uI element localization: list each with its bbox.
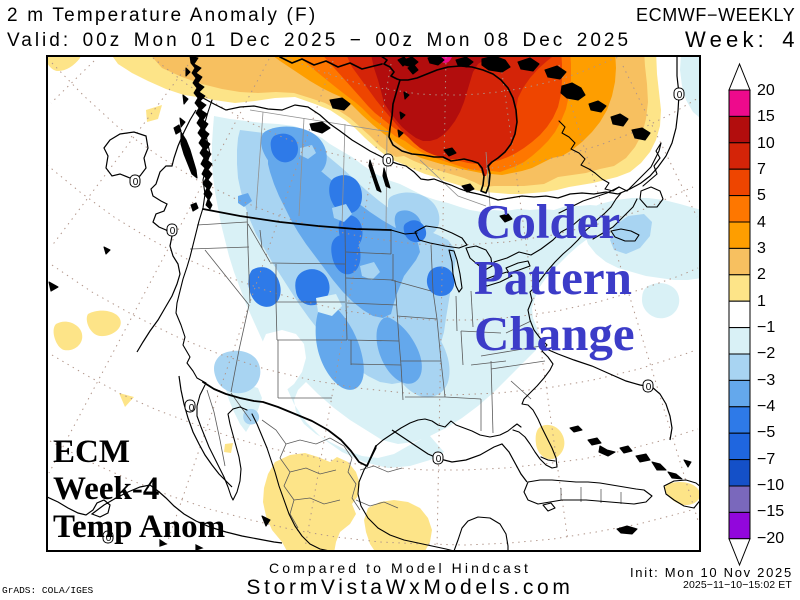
svg-text:Colder: Colder <box>476 194 620 249</box>
svg-text:0: 0 <box>677 90 683 101</box>
svg-text:4: 4 <box>757 214 766 231</box>
svg-text:0: 0 <box>646 382 652 393</box>
svg-text:−1: −1 <box>757 319 775 336</box>
svg-text:−3: −3 <box>757 372 775 389</box>
svg-text:15: 15 <box>757 108 775 125</box>
svg-text:Week: 4: Week: 4 <box>685 27 799 52</box>
svg-text:0: 0 <box>170 226 176 237</box>
svg-text:Temp Anom: Temp Anom <box>53 509 225 545</box>
svg-text:GrADS: COLA/IGES: GrADS: COLA/IGES <box>2 585 94 596</box>
svg-text:ECM: ECM <box>53 434 130 470</box>
svg-text:0: 0 <box>436 454 442 465</box>
svg-text:7: 7 <box>757 161 766 178</box>
svg-text:3: 3 <box>757 240 766 257</box>
svg-text:−10: −10 <box>757 477 784 494</box>
svg-text:10: 10 <box>757 135 775 152</box>
svg-text:−20: −20 <box>757 530 784 547</box>
svg-text:1: 1 <box>757 293 766 310</box>
svg-text:ECMWF−WEEKLY: ECMWF−WEEKLY <box>636 5 795 25</box>
svg-text:Compared to Model Hindcast: Compared to Model Hindcast <box>269 560 531 576</box>
svg-text:Pattern: Pattern <box>474 250 632 305</box>
svg-text:−5: −5 <box>757 424 775 441</box>
svg-text:−15: −15 <box>757 503 784 520</box>
svg-text:2: 2 <box>757 266 766 283</box>
svg-text:Change: Change <box>474 306 635 361</box>
svg-text:0: 0 <box>106 533 112 544</box>
svg-text:Week-4: Week-4 <box>53 471 159 507</box>
svg-text:0: 0 <box>386 156 392 167</box>
svg-text:5: 5 <box>757 187 766 204</box>
svg-text:Valid: 00z Mon 01 Dec 2025 − 0: Valid: 00z Mon 01 Dec 2025 − 00z Mon 08 … <box>7 30 631 51</box>
svg-text:0: 0 <box>133 177 139 188</box>
svg-text:StormVistaWxModels.com: StormVistaWxModels.com <box>246 576 573 599</box>
svg-text:−7: −7 <box>757 451 775 468</box>
svg-text:Init: Mon 10 Nov 2025: Init: Mon 10 Nov 2025 <box>630 565 793 580</box>
svg-text:−4: −4 <box>757 398 775 415</box>
svg-text:−2: −2 <box>757 345 775 362</box>
svg-text:2025−11−10−15:02 ET: 2025−11−10−15:02 ET <box>683 579 792 591</box>
svg-text:2 m Temperature Anomaly (F): 2 m Temperature Anomaly (F) <box>7 5 317 26</box>
svg-text:0: 0 <box>189 403 195 414</box>
svg-text:20: 20 <box>757 82 775 99</box>
